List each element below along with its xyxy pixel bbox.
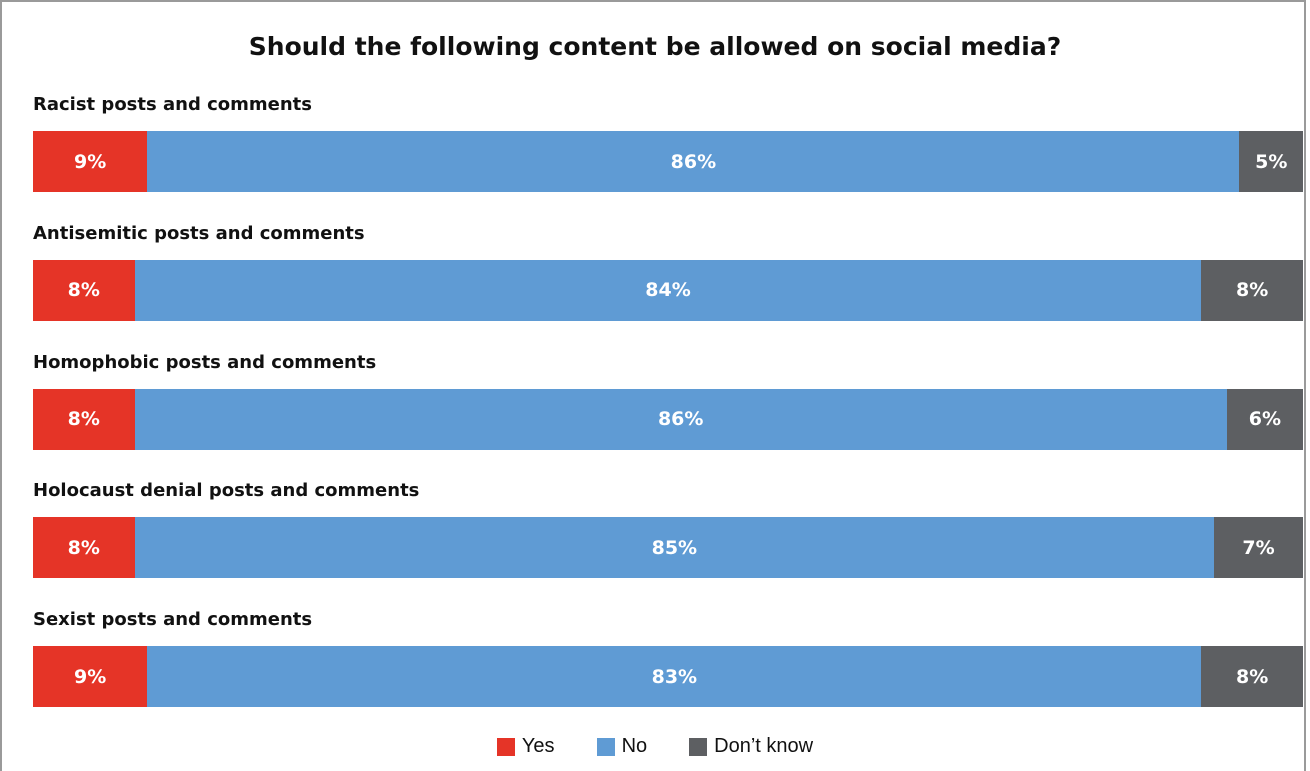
bar-segment: 84%: [134, 259, 1202, 321]
stacked-bar: 8% 86% 6%: [33, 388, 1303, 450]
legend-label: Yes: [521, 735, 555, 757]
bar-segment: 9%: [33, 646, 148, 708]
bar-segment: 6%: [1226, 388, 1303, 450]
legend-label: No: [621, 735, 648, 757]
legend-label: Don’t know: [714, 735, 814, 757]
legend-item: Yes: [496, 735, 555, 758]
legend-item: Don’t know: [689, 735, 813, 758]
bar-segment: 8%: [1201, 646, 1303, 708]
category-label: Racist posts and comments: [33, 94, 312, 115]
chart-legend: Yes No Don’t know: [2, 735, 1308, 758]
legend-swatch: [496, 737, 515, 756]
data-label: 9%: [74, 150, 107, 173]
data-label: 9%: [74, 665, 107, 688]
stacked-bar: 8% 85% 7%: [33, 517, 1303, 579]
category-label: Sexist posts and comments: [33, 609, 313, 631]
stacked-bar: 8% 84% 8%: [33, 259, 1303, 321]
bar-segment: 8%: [33, 259, 135, 321]
data-label: 8%: [1236, 279, 1269, 302]
data-label: 86%: [670, 150, 717, 173]
category-label: Antisemitic posts and comments: [33, 222, 365, 244]
stacked-bar: 9% 86% 5%: [33, 131, 1303, 192]
data-label: 6%: [1248, 408, 1281, 431]
bar-segment: 7%: [1214, 517, 1303, 579]
data-label: 7%: [1242, 536, 1275, 559]
data-label: 8%: [67, 408, 100, 431]
bar-segment: 8%: [33, 388, 135, 450]
chart-title: Should the following content be allowed …: [248, 32, 1062, 61]
data-label: 5%: [1255, 150, 1288, 173]
bar-segment: 8%: [1201, 259, 1303, 321]
bar-segment: 83%: [147, 646, 1202, 708]
legend-swatch: [596, 737, 615, 756]
data-label: 83%: [651, 665, 698, 688]
data-label: 85%: [651, 536, 698, 559]
bar-segment: 86%: [147, 131, 1240, 192]
data-label: 8%: [1236, 665, 1269, 688]
legend-swatch: [689, 737, 708, 756]
legend-item: No: [596, 735, 648, 758]
stacked-bar: 9% 83% 8%: [33, 646, 1303, 708]
category-label: Homophobic posts and comments: [33, 351, 377, 373]
bar-segment: 85%: [134, 517, 1215, 579]
bar-segment: 9%: [33, 131, 148, 192]
data-label: 8%: [67, 279, 100, 302]
bar-segment: 5%: [1239, 131, 1303, 192]
category-label: Holocaust denial posts and comments: [33, 480, 420, 502]
data-label: 86%: [657, 408, 704, 431]
bar-segment: 8%: [33, 517, 135, 579]
data-label: 8%: [67, 536, 100, 559]
data-label: 84%: [645, 279, 691, 302]
bar-segment: 86%: [134, 388, 1227, 450]
